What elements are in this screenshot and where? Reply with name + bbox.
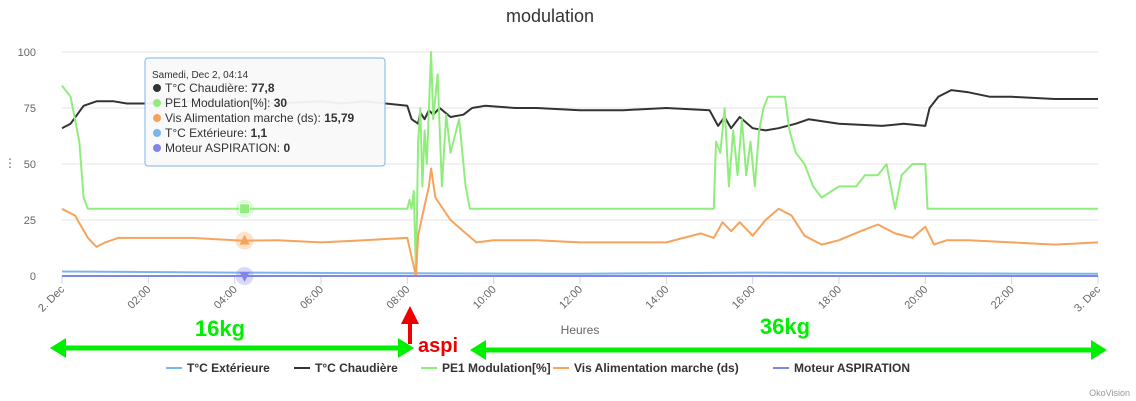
tooltip-row-bullet-4 xyxy=(153,144,161,152)
x-tick-label-12: 3. Dec xyxy=(1072,283,1103,314)
x-tick-label-5: 10:00 xyxy=(471,284,499,312)
y-tick-label-2: 50 xyxy=(24,159,36,171)
y-axis-ticks: 0 25 50 75 100 xyxy=(18,47,36,283)
tooltip-row-value-2: 15,79 xyxy=(324,111,354,125)
x-tick-label-8: 16:00 xyxy=(730,284,758,312)
tooltip-row-value-1: 30 xyxy=(274,96,288,110)
x-tick-label-11: 22:00 xyxy=(989,284,1017,312)
tooltip: Samedi, Dec 2, 04:14 T°C Chaudière: 77,8… xyxy=(144,57,386,167)
hover-marker-vis xyxy=(239,234,250,245)
tooltip-row-value-4: 0 xyxy=(283,141,290,155)
legend-item-4[interactable]: Moteur ASPIRATION xyxy=(773,361,910,375)
tooltip-row-label-1: PE1 Modulation[%]: xyxy=(165,96,274,110)
tooltip-row-4: Moteur ASPIRATION: 0 xyxy=(165,141,290,155)
x-tick-label-7: 14:00 xyxy=(644,284,672,312)
legend-label-4: Moteur ASPIRATION xyxy=(794,361,910,375)
tooltip-row-bullet-3 xyxy=(153,129,161,137)
tooltip-row-label-2: Vis Alimentation marche (ds): xyxy=(165,111,324,125)
right-arrow-head-left xyxy=(470,340,486,360)
legend: T°C Extérieure T°C Chaudière PE1 Modulatio… xyxy=(166,361,910,375)
x-tick-label-0: 2. Dec xyxy=(36,283,67,314)
aspi-arrow-head xyxy=(401,306,419,324)
credits[interactable]: OkoVision xyxy=(1089,388,1130,398)
tooltip-row-value-3: 1,1 xyxy=(251,126,268,140)
tooltip-row-2: Vis Alimentation marche (ds): 15,79 xyxy=(165,111,355,125)
tooltip-row-label-0: T°C Chaudière: xyxy=(165,81,251,95)
tooltip-row-3: T°C Extérieure: 1,1 xyxy=(165,126,268,140)
chart-title: modulation xyxy=(506,6,594,26)
y-tick-label-1: 25 xyxy=(24,215,36,227)
y-tick-label-3: 75 xyxy=(24,103,36,115)
x-tick-label-1: 02:00 xyxy=(126,284,154,312)
tooltip-row-1: PE1 Modulation[%]: 30 xyxy=(165,96,287,110)
y-tick-label-0: 0 xyxy=(30,271,36,283)
legend-label-2: PE1 Modulation[%] xyxy=(442,361,551,375)
x-tick-label-10: 20:00 xyxy=(903,284,931,312)
hover-marker-modulation xyxy=(239,203,251,215)
legend-label-3: Vis Alimentation marche (ds) xyxy=(574,361,739,375)
tooltip-row-0: T°C Chaudière: 77,8 xyxy=(165,81,275,95)
tooltip-row-label-4: Moteur ASPIRATION: xyxy=(165,141,283,155)
tooltip-box xyxy=(144,57,386,167)
tooltip-row-bullet-2 xyxy=(153,114,161,122)
series-line-0 xyxy=(61,270,1099,275)
aspi-label: aspi xyxy=(418,335,458,357)
tooltip-row-value-0: 77,8 xyxy=(251,81,275,95)
x-axis-title: Heures xyxy=(561,323,600,337)
series-line-3 xyxy=(61,167,1099,277)
y-tick-label-4: 100 xyxy=(18,47,36,59)
legend-label-1: T°C Chaudière xyxy=(315,361,398,375)
legend-item-3[interactable]: Vis Alimentation marche (ds) xyxy=(553,361,739,375)
tooltip-row-bullet-0 xyxy=(153,84,161,92)
x-axis: 2. Dec 02:00 04:00 06:00 08:00 10:00 12:00 14:0… xyxy=(36,275,1103,315)
right-arrow-head-right xyxy=(1091,340,1107,360)
tooltip-row-label-3: T°C Extérieure: xyxy=(165,126,251,140)
x-tick-label-9: 18:00 xyxy=(816,284,844,312)
left-arrow-head-right xyxy=(398,338,414,358)
annotations: 16kg 36kg aspi xyxy=(50,306,1107,360)
x-tick-label-4: 08:00 xyxy=(385,284,413,312)
left-weight-label: 16kg xyxy=(195,316,245,341)
legend-item-2[interactable]: PE1 Modulation[%] xyxy=(421,361,551,375)
hover-marker-aspiration xyxy=(239,272,250,282)
left-arrow-head-left xyxy=(50,338,66,358)
x-tick-label-3: 06:00 xyxy=(298,284,326,312)
tooltip-row-bullet-1 xyxy=(153,99,161,107)
legend-label-0: T°C Extérieure xyxy=(187,361,270,375)
right-weight-label: 36kg xyxy=(760,314,810,339)
legend-item-0[interactable]: T°C Extérieure xyxy=(166,361,270,375)
tooltip-markers xyxy=(235,199,254,285)
legend-item-1[interactable]: T°C Chaudière xyxy=(294,361,398,375)
x-tick-label-2: 04:00 xyxy=(212,284,240,312)
series-line-2 xyxy=(61,51,1098,277)
vertical-dots-menu-icon[interactable]: ⋮ xyxy=(4,156,16,170)
tooltip-header: Samedi, Dec 2, 04:14 xyxy=(152,70,249,81)
x-tick-label-6: 12:00 xyxy=(557,284,585,312)
